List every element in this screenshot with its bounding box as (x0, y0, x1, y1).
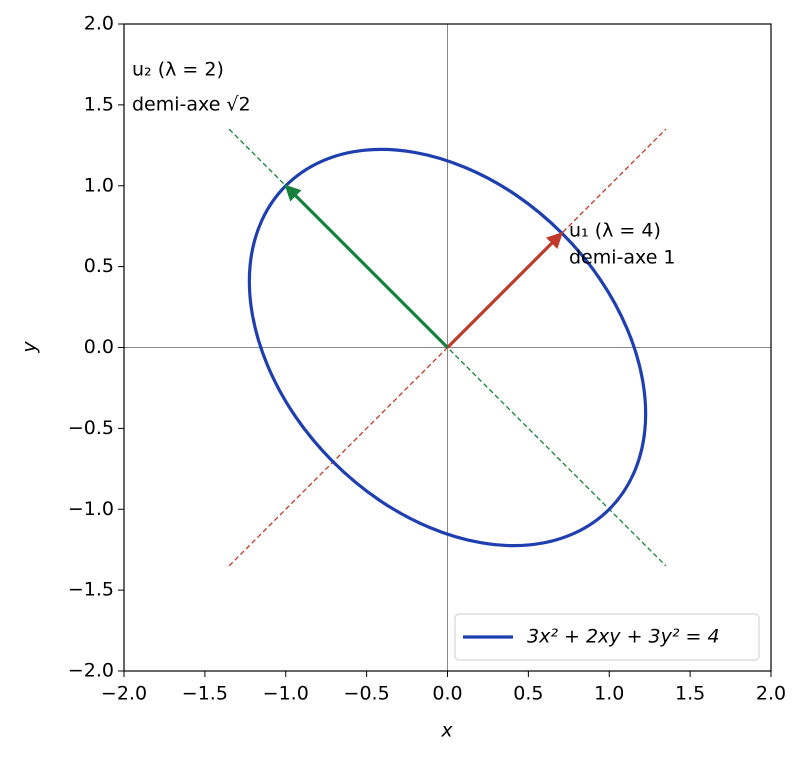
x-axis-label: x (440, 720, 453, 742)
x-tick-label: −2.0 (101, 683, 147, 705)
eigen-vector (446, 232, 563, 349)
y-tick-label: 0.0 (84, 336, 114, 358)
annotation: u₁ (λ = 4) (569, 220, 661, 242)
y-tick-label: 1.0 (84, 174, 114, 196)
x-tick-label: 1.0 (594, 683, 624, 705)
y-tick-label: −1.5 (68, 579, 114, 601)
ellipse-curve (247, 147, 648, 548)
x-tick-label: −0.5 (344, 683, 390, 705)
y-tick-label: −0.5 (68, 417, 114, 439)
annotation: demi-axe √2 (132, 94, 251, 116)
y-tick-label: 0.5 (84, 255, 114, 277)
y-tick-label: −2.0 (68, 660, 114, 682)
x-tick-label: 0.0 (432, 683, 462, 705)
annotation: demi-axe 1 (569, 247, 676, 269)
y-axis-label: y (19, 341, 41, 354)
x-tick-label: −1.0 (263, 683, 309, 705)
x-tick-label: −1.5 (182, 683, 228, 705)
y-tick-label: 1.5 (84, 93, 114, 115)
x-tick-label: 1.5 (675, 683, 705, 705)
y-tick-label: 2.0 (84, 13, 114, 35)
x-tick-label: 0.5 (513, 683, 543, 705)
eigen-vector (284, 184, 449, 349)
x-tick-label: 2.0 (756, 683, 786, 705)
legend-label: 3x² + 2xy + 3y² = 4 (527, 626, 720, 648)
annotation: u₂ (λ = 2) (132, 59, 224, 81)
legend-box (454, 613, 760, 661)
y-tick-label: −1.0 (68, 498, 114, 520)
plot-frame (123, 23, 772, 672)
